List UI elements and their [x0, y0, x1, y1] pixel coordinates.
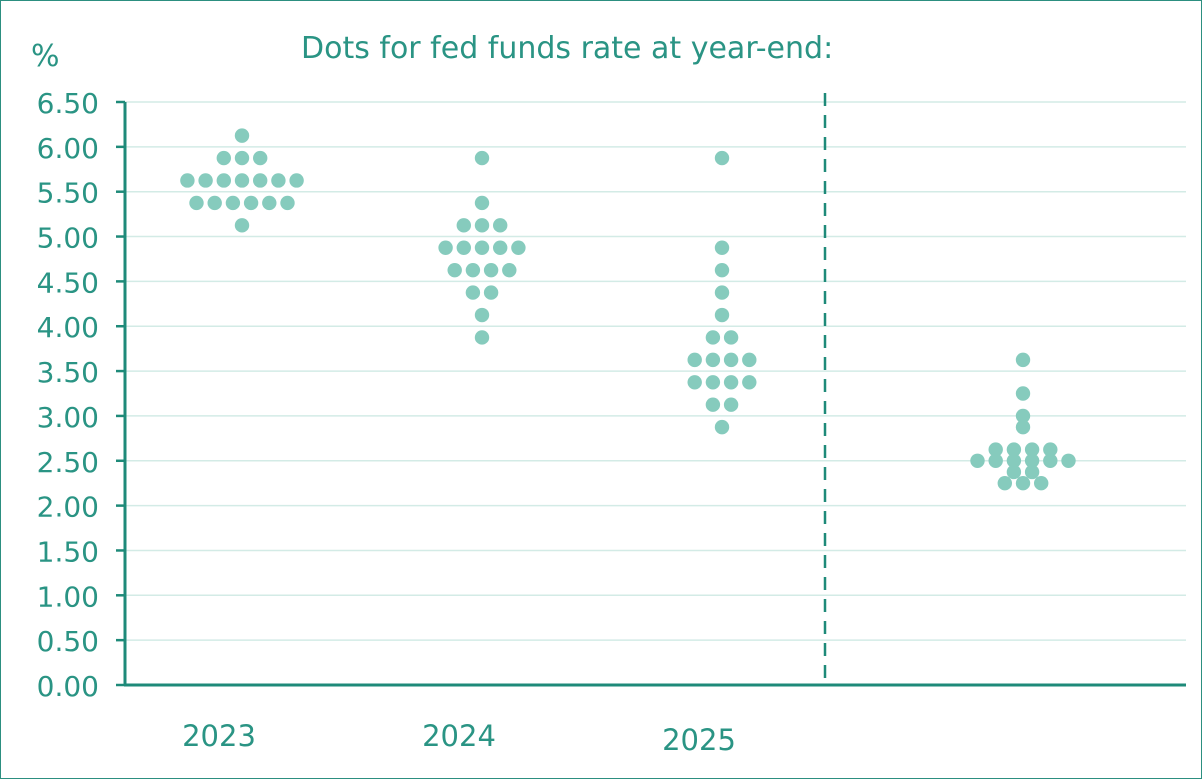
dot-2025-4.625-0 — [714, 262, 730, 278]
dot-2023-5.625-1 — [198, 173, 213, 188]
dot-longer-run-2.625-1 — [1006, 442, 1022, 457]
dot-2024-5.125-0 — [456, 218, 471, 233]
dot-2024-4.625-3 — [502, 262, 517, 278]
dots-layer — [180, 128, 1076, 491]
dot-2023-5.375-1 — [207, 195, 222, 211]
y-axis-ticks: 0.00 0.50 1.00 1.50 2.00 2.50 3.00 3.50 4.00 4.50… — [37, 87, 125, 703]
y-tick-label-3.50: 3.50 — [37, 356, 99, 389]
dot-2023-5.375-3 — [243, 195, 259, 211]
dot-2023-5.875-2 — [253, 150, 268, 166]
dot-longer-run-2.25-2 — [1034, 475, 1049, 491]
x-axis-labels: 2023 2024 2025 — [182, 719, 736, 757]
x-category-label-2025: 2025 — [662, 723, 736, 757]
dot-2023-5.625-2 — [216, 173, 231, 188]
dot-2024-4.875-1 — [456, 240, 471, 255]
dot-2025-3.375-1 — [705, 375, 721, 390]
dot-2025-3.125-1 — [723, 397, 739, 412]
dot-2025-3.625-0 — [687, 352, 702, 368]
y-tick-label-0.50: 0.50 — [37, 625, 99, 658]
dot-2024-4.125-0 — [474, 307, 490, 323]
dot-2024-4.875-3 — [493, 240, 508, 255]
axes — [123, 93, 1186, 687]
dot-2024-4.375-1 — [483, 285, 499, 300]
dot-2025-3.375-3 — [742, 375, 757, 390]
dot-longer-run-2.5-4 — [1043, 453, 1058, 468]
y-tick-label-3.00: 3.00 — [37, 401, 99, 434]
dot-2024-4.625-2 — [483, 262, 499, 278]
dot-longer-run-2.5-1 — [988, 453, 1003, 468]
dot-2023-5.375-0 — [189, 195, 204, 211]
dot-longer-run-2.25-0 — [997, 475, 1012, 491]
dot-2023-5.625-5 — [271, 173, 286, 188]
y-tick-label-0.00: 0.00 — [37, 670, 99, 703]
dot-longer-run-3-0 — [1015, 408, 1031, 424]
dot-2025-3.625-1 — [705, 352, 721, 368]
dot-2023-5.625-3 — [234, 173, 250, 188]
dot-2025-2.875-0 — [714, 419, 730, 435]
dot-2025-4.125-0 — [714, 307, 730, 323]
dot-longer-run-2.5-3 — [1024, 453, 1040, 468]
x-category-label-2024: 2024 — [422, 719, 496, 753]
y-tick-label-6.50: 6.50 — [37, 87, 99, 120]
dot-2024-4.875-2 — [474, 240, 490, 255]
dot-2024-3.875-0 — [474, 330, 490, 345]
y-tick-label-2.50: 2.50 — [37, 446, 99, 479]
dot-2025-3.625-2 — [723, 352, 739, 368]
dot-2024-4.625-0 — [447, 262, 462, 278]
dot-2023-5.625-4 — [253, 173, 268, 188]
y-tick-label-1.50: 1.50 — [37, 535, 99, 568]
y-tick-label-2.00: 2.00 — [37, 491, 99, 524]
dot-2023-5.625-6 — [289, 173, 304, 188]
y-tick-label-4.00: 4.00 — [37, 311, 99, 344]
dot-longer-run-2.625-3 — [1043, 442, 1058, 457]
dot-longer-run-2.5-5 — [1061, 453, 1076, 468]
dot-longer-run-2.5-2 — [1006, 453, 1022, 468]
dot-2025-5.875-0 — [714, 150, 730, 166]
dot-longer-run-2.375-1 — [1024, 464, 1040, 480]
dot-2024-4.625-1 — [465, 262, 481, 278]
dot-2023-5.375-2 — [225, 195, 241, 211]
dot-2023-5.375-4 — [262, 195, 277, 211]
dot-2025-3.125-0 — [705, 397, 721, 412]
chart-title: Dots for fed funds rate at year-end: — [301, 31, 834, 66]
y-tick-label-5.50: 5.50 — [37, 177, 99, 210]
dot-2023-5.625-0 — [180, 173, 195, 188]
dot-2025-3.625-3 — [742, 352, 757, 368]
dot-2023-5.875-0 — [216, 150, 231, 166]
dot-2024-4.375-0 — [465, 285, 481, 300]
dot-2024-5.375-0 — [474, 195, 490, 211]
dot-2025-3.375-0 — [687, 375, 702, 390]
y-axis-unit-label: % — [31, 39, 60, 74]
dot-2024-5.875-0 — [474, 150, 490, 166]
dot-2025-3.375-2 — [723, 375, 739, 390]
dot-2025-3.875-1 — [723, 330, 739, 345]
y-tick-label-1.00: 1.00 — [37, 580, 99, 613]
dot-2024-4.875-4 — [511, 240, 526, 255]
dot-longer-run-2.375-0 — [1006, 464, 1022, 480]
dot-longer-run-2.25-1 — [1015, 475, 1031, 491]
dot-2024-5.125-2 — [493, 218, 508, 233]
dot-longer-run-3.25-0 — [1015, 386, 1031, 401]
x-category-label-2023: 2023 — [182, 719, 256, 753]
dot-2023-5.875-1 — [234, 150, 250, 166]
gridlines — [125, 101, 1186, 641]
dot-2024-4.875-0 — [438, 240, 453, 255]
dot-longer-run-3.625-0 — [1015, 352, 1031, 368]
y-tick-label-4.50: 4.50 — [37, 266, 99, 299]
dot-2024-5.125-1 — [474, 218, 490, 233]
dot-2025-4.875-0 — [714, 240, 730, 255]
y-tick-label-5.00: 5.00 — [37, 222, 99, 255]
dot-2025-3.875-0 — [705, 330, 721, 345]
dot-longer-run-2.5-0 — [970, 453, 985, 468]
dot-longer-run-2.625-2 — [1024, 442, 1040, 457]
dot-2023-5.375-5 — [280, 195, 295, 211]
dot-2023-5.125-0 — [234, 218, 250, 233]
dot-longer-run-2.875-0 — [1015, 419, 1031, 435]
dot-longer-run-2.625-0 — [988, 442, 1003, 457]
dot-2023-6.125-0 — [234, 128, 250, 143]
dot-2025-4.375-0 — [714, 285, 730, 300]
y-tick-label-6.00: 6.00 — [37, 132, 99, 165]
